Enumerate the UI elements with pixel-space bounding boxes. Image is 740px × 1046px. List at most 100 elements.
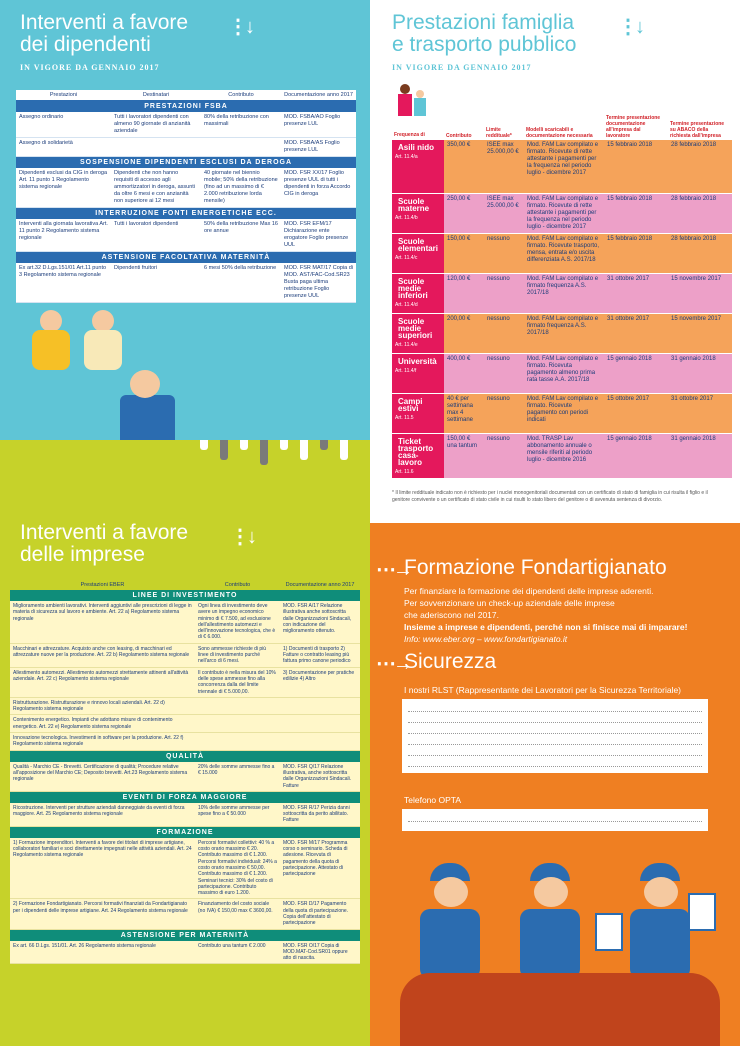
category-cell: Ticket trasporto casa-lavoro Art. 11.6 <box>392 434 444 478</box>
table-header: Frequenza di Contributo Limite reddituale*… <box>392 92 732 140</box>
arrow-right-icon: ⋯→ <box>376 559 413 581</box>
section-header: LINEE DI INVESTIMENTO <box>10 590 360 601</box>
table-row: Interventi alla giornata lavorativa Art.… <box>16 219 356 252</box>
table-cell: nessuno <box>487 236 510 242</box>
header-cell: Prestazioni <box>49 92 78 98</box>
table-cell: 28 febbraio 2018 <box>671 142 717 148</box>
dipendenti-title: Interventi a favore dei dipendenti <box>20 11 189 56</box>
table-cell: Il contributo è nella misura del 10% del… <box>198 669 276 695</box>
rlst-field[interactable] <box>402 699 708 773</box>
table-cell: MOD. FSR MAT/17 Copia di MOD. AST/FAC-Co… <box>284 265 353 299</box>
table-cell: MOD. FSR EFM/17 Dichiarazione ente eroga… <box>284 221 349 248</box>
header-cell: Contributo <box>228 92 254 98</box>
table-cell <box>195 715 280 732</box>
arrow-down-icon: ⋮↓ <box>228 16 255 38</box>
wrenches-illustration <box>190 440 370 500</box>
table-cell: MOD. FSBA/AO Foglio presenze LUL <box>284 114 341 127</box>
table-cell: 40 € per settimana max 4 settimane <box>447 396 474 423</box>
category-article: Art. 11.6 <box>395 469 414 475</box>
table-cell: nessuno <box>487 396 510 402</box>
table-cell: 400,00 € <box>447 356 471 362</box>
dipendenti-panel: Interventi a favore dei dipendenti ⋮↓ IN … <box>0 0 370 440</box>
table-cell: Ristrutturazione. Ristrutturazione e rin… <box>13 699 165 713</box>
workers-illustration <box>400 853 720 1046</box>
table-cell: MOD. FSR R/17 Perizia danni sottoscritta… <box>283 804 350 824</box>
category-cell: Scuole medie superiori Art. 11.4/e <box>392 314 444 353</box>
famiglia-title: Prestazioni famiglia e trasporto pubblico <box>392 11 577 56</box>
table-cell: Percorsi formativi collettivi: 40 % a co… <box>198 839 277 897</box>
category-article: Art. 11.5 <box>395 415 414 421</box>
table-cell: MOD. FSR Q/17 Relazione illustrativa, an… <box>283 763 352 789</box>
table-row: Dipendenti esclusi da CIG in deroga Art.… <box>16 168 356 208</box>
category-cell: Scuole materne Art. 11.4/b <box>392 194 444 233</box>
table-cell: Tutti i lavoratori dipendenti con almeno… <box>114 114 191 134</box>
category-cell: Università Art. 11.4/f <box>392 354 444 393</box>
table-cell: 28 febbraio 2018 <box>671 236 717 242</box>
table-cell <box>201 138 281 156</box>
table-cell: 200,00 € <box>447 316 471 322</box>
table-cell: 250,00 € <box>447 196 471 202</box>
table-cell: 31 gennaio 2018 <box>671 356 716 362</box>
famiglia-table: Frequenza di Contributo Limite reddituale*… <box>392 92 732 479</box>
table-row: Asili nido Art. 11.4/a 350,00 € ISEE max 25… <box>392 140 732 194</box>
famiglia-footnote: * Il limite reddituale indicato non è ri… <box>392 490 708 503</box>
table-cell: 31 ottobre 2017 <box>607 316 650 322</box>
table-cell: ISEE max 25.000,00 € <box>487 142 519 155</box>
category-cell: Asili nido Art. 11.4/a <box>392 140 444 193</box>
table-cell: Tutti i lavoratori dipendenti <box>114 221 179 227</box>
table-row: Miglioramento ambienti lavorativi. Inter… <box>10 601 360 644</box>
table-cell: Mod. FAM Lav compilato e firmato frequen… <box>527 316 599 336</box>
table-cell: Finanziamento del costo sociale (no IVA)… <box>198 901 273 914</box>
fondartigianato-panel: ⋯→ Formazione Fondartigianato Per finanz… <box>370 523 740 1046</box>
table-cell: Contributo una tantum € 2.000 <box>198 942 266 949</box>
header-cell: Documentazione anno 2017 <box>285 582 355 588</box>
table-row: Assegno di solidarietà MOD. FSBA/AS Fogli… <box>16 138 356 157</box>
family-illustration <box>396 84 432 124</box>
table-cell: 15 febbraio 2018 <box>607 196 653 202</box>
table-cell: 31 ottobre 2017 <box>671 396 714 402</box>
table-cell <box>195 733 280 750</box>
table-row: Qualità - Marchio CE - Brevetti. Certifi… <box>10 762 360 792</box>
table-cell: 31 gennaio 2018 <box>671 436 716 442</box>
table-cell: 350,00 € <box>447 142 471 148</box>
arrow-down-icon: ⋮↓ <box>230 526 257 548</box>
category-cell: Scuole medie inferiori Art. 11.4/d <box>392 274 444 313</box>
table-cell: Dipendenti esclusi da CIG in deroga Art.… <box>19 170 108 190</box>
table-cell: MOD. FSR M/17 Programma corso o seminari… <box>283 839 348 878</box>
table-cell <box>195 698 280 715</box>
table-cell: 15 novembre 2017 <box>671 276 722 282</box>
category-name: Università <box>398 357 437 366</box>
section-header: FORMAZIONE <box>10 826 360 838</box>
imprese-title: Interventi a favore delle imprese <box>20 521 189 566</box>
table-cell: 15 febbraio 2018 <box>607 142 653 148</box>
table-cell: 120,00 € <box>447 276 471 282</box>
dipendenti-subtitle: IN VIGORE DA GENNAIO 2017 <box>20 63 160 72</box>
section-header: ASTENSIONE PER MATERNITÀ <box>10 929 360 941</box>
category-cell: Scuole elementari Art. 11.4/c <box>392 234 444 273</box>
opta-field[interactable] <box>402 809 708 831</box>
header-cell: Prestazioni EBER <box>80 582 125 588</box>
table-row: Scuole medie inferiori Art. 11.4/d 120,00 … <box>392 274 732 314</box>
category-name: Scuole medie superiori <box>398 317 433 340</box>
table-cell: Ricostruzione. Interventi per strutture … <box>13 804 185 818</box>
table-row: Ex art.32 D.Lgs.151/01 Art.11 punto 3 Re… <box>16 263 356 303</box>
category-name: Campi estivi <box>398 397 423 413</box>
table-cell: 1) Formazione imprenditori. Interventi a… <box>13 839 192 859</box>
header-cell: Contributo <box>446 133 472 139</box>
table-header: Prestazioni EBER Contributo Documentazione… <box>10 580 360 590</box>
table-row: 1) Formazione imprenditori. Interventi a… <box>10 838 360 900</box>
table-cell: nessuno <box>487 316 510 322</box>
table-cell: 80% della retribuzione con massimali <box>204 114 269 127</box>
header-cell: Termine presentazione documentazione all… <box>606 115 661 139</box>
sicurezza-title: Sicurezza <box>404 650 497 673</box>
table-cell: MOD. FSR D/17 Pagamento della quota di p… <box>283 901 349 927</box>
imprese-table: Prestazioni EBER Contributo Documentazione… <box>10 580 360 965</box>
category-name: Asili nido <box>398 143 434 152</box>
table-row: Ticket trasporto casa-lavoro Art. 11.6 150… <box>392 434 732 479</box>
table-cell: MOD. FSBA/AS Foglio presenze LUL <box>284 140 340 153</box>
section-header: QUALITÀ <box>10 750 360 762</box>
table-cell: 40 giornate nel biennio mobile; 50% dell… <box>204 170 278 204</box>
table-cell: MOD. FSR A/17 Relazione illustrativa anc… <box>283 603 352 635</box>
table-cell: nessuno <box>487 356 510 362</box>
table-cell: 15 febbraio 2018 <box>607 236 653 242</box>
